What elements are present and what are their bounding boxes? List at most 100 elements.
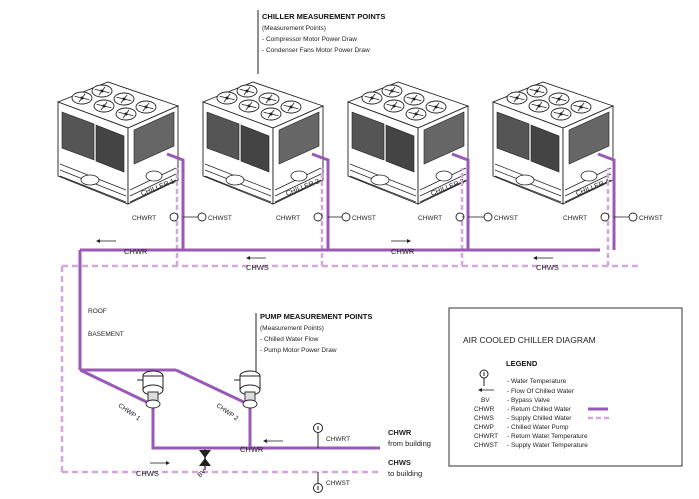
legend-key-7: CHWST [474,442,498,449]
chwst-sensor-icon [614,212,638,222]
building-chwst-sensor: CHWST [313,472,350,493]
condenser-fan-icon [383,99,405,113]
condenser-fan-icon [115,107,137,121]
condenser-fan-icon [236,84,258,98]
basement-chws-label: CHWS [136,469,159,478]
condenser-fan-icon [526,84,548,98]
building-chwrt-sensor: CHWRT [313,423,350,448]
condenser-fan-icon [238,99,260,113]
chws-header-pipe [60,264,640,472]
bypass-valve[interactable]: BV [196,450,211,479]
chwst-sensor-icon [468,212,493,222]
bypass-label: BV [196,468,208,480]
chiller-measurement-callout: CHILLER MEASUREMENT POINTS (Measurement … [257,10,385,74]
building-chwr: CHWR [388,428,412,437]
condenser-fan-icon [260,107,282,121]
condenser-fan-icon [71,91,93,105]
condenser-fan-icon [113,92,135,106]
chiller-3-chwrt: CHWRT [418,215,442,222]
condenser-fan-icon [506,91,528,105]
condenser-fan-icon [216,91,238,105]
legend-desc-1: - Flow Of Chilled Water [507,388,575,395]
chiller-1-chwrt: CHWRT [132,215,156,222]
chwrt-sensor-icon [169,212,179,222]
chwr-header-pipe [78,248,600,370]
legend-title: LEGEND [506,359,538,368]
chws-label-2: CHWS [536,263,559,272]
condenser-fan-icon [403,92,425,106]
pump-1[interactable] [137,370,164,409]
condenser-fan-icon [425,100,447,114]
building-chwst-label: CHWST [326,480,350,487]
chwst-sensor-icon [183,212,207,222]
diagram-title: AIR COOLED CHILLER DIAGRAM [463,335,596,345]
condenser-fan-icon [528,99,550,113]
chiller-2-chwrt: CHWRT [276,215,300,222]
chwr-label-2: CHWR [391,247,415,256]
condenser-fan-icon [361,91,383,105]
legend-box: AIR COOLED CHILLER DIAGRAM LEGEND - Wate… [448,307,683,467]
chwr-label-1: CHWR [124,247,148,256]
building-chws: CHWS [388,458,411,467]
legend-key-6: CHWRT [474,433,498,440]
pump-points-item-2: - Pump Motor Power Draw [260,347,337,354]
basement-label: BASEMENT [88,331,124,338]
chiller-points-item-1: - Compressor Motor Power Draw [262,36,357,43]
chwrt-sensor-icon [313,212,323,222]
pump-points-title: PUMP MEASUREMENT POINTS [260,312,372,321]
legend-arrow-left-icon [478,388,494,392]
building-chwrt-label: CHWRT [326,436,350,443]
basement-return-piping [79,368,380,470]
legend-desc-7: - Supply Water Temperature [507,442,588,449]
basement-flow-arrows: CHWR CHWS [136,439,283,478]
legend-key-4: CHWS [474,415,495,422]
building-chwr-from: from building [388,439,431,448]
condenser-fan-icon [93,99,115,113]
legend-desc-2: - Bypass Valve [507,397,550,404]
chiller-points-item-2: - Condenser Fans Motor Power Draw [262,47,370,54]
chws-label-1: CHWS [246,263,269,272]
pump-points-item-1: - Chilled Water Flow [260,336,319,343]
condenser-fan-icon [405,107,427,121]
condenser-fan-icon [258,92,280,106]
legend-key-5: CHWP [474,424,494,431]
roof-label: ROOF [88,308,107,315]
condenser-fan-icon [91,84,113,98]
legend-desc-5: - Chilled Water Pump [507,424,569,431]
chiller-points-subtitle: (Measurement Points) [262,25,326,32]
condenser-fan-icon [381,84,403,98]
header-labels: CHWR CHWR CHWS CHWS [96,239,559,272]
legend-desc-6: - Return Water Temperature [507,433,588,440]
pump-2[interactable] [234,370,261,409]
condenser-fan-icon [548,92,570,106]
legend-key-2: BV [481,397,490,404]
chiller-2-chwst: CHWST [352,215,376,222]
pump-points-subtitle: (Measurement Points) [260,325,324,332]
condenser-fan-icon [550,107,572,121]
pump-2-label: CHWP 2 [215,402,240,422]
basement-chwr-label: CHWR [240,445,264,454]
building-chws-to: to building [388,469,422,478]
legend-key-3: CHWR [474,406,495,413]
building-connection-labels: CHWR from building CHWS to building [388,428,431,478]
condenser-fan-icon [135,100,157,114]
chiller-4-chwrt: CHWRT [563,215,587,222]
condenser-fan-icon [280,100,302,114]
legend-desc-3: - Return Chilled Water [507,406,572,413]
chwrt-sensor-icon [600,212,610,222]
pump-1-label: CHWP 1 [117,402,142,422]
pump-measurement-callout: PUMP MEASUREMENT POINTS (Measurement Poi… [255,312,372,378]
legend-desc-0: - Water Temperature [507,378,567,385]
chwrt-sensor-icon [455,212,465,222]
chwst-sensor-icon [328,212,351,222]
condenser-fan-icon [570,100,592,114]
chiller-3-chwst: CHWST [494,215,518,222]
legend-thermometer-icon [479,369,489,386]
chiller-points-title: CHILLER MEASUREMENT POINTS [262,12,385,21]
